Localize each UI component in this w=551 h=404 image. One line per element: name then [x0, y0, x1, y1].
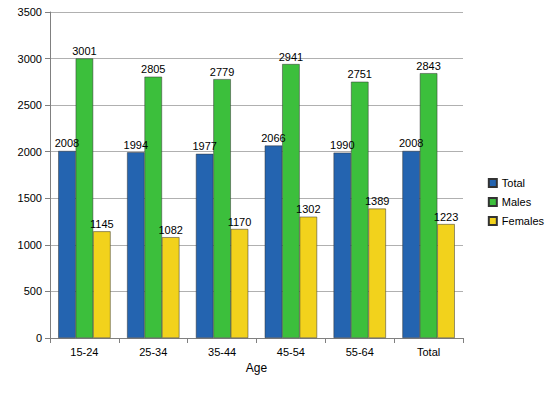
svg-text:3000: 3000 — [18, 53, 42, 65]
svg-text:2008: 2008 — [399, 137, 423, 149]
svg-text:25-34: 25-34 — [139, 346, 167, 358]
svg-text:Males: Males — [502, 196, 532, 208]
svg-text:Total: Total — [417, 346, 440, 358]
svg-text:45-54: 45-54 — [277, 346, 305, 358]
svg-text:3001: 3001 — [72, 45, 96, 57]
svg-text:1977: 1977 — [192, 140, 216, 152]
svg-text:1145: 1145 — [90, 218, 114, 230]
svg-text:2008: 2008 — [55, 137, 79, 149]
svg-text:1170: 1170 — [228, 216, 252, 228]
svg-text:15-24: 15-24 — [70, 346, 98, 358]
svg-text:3500: 3500 — [18, 6, 42, 18]
svg-text:35-44: 35-44 — [208, 346, 236, 358]
svg-text:500: 500 — [24, 285, 42, 297]
svg-text:2941: 2941 — [279, 51, 303, 63]
svg-text:Age: Age — [246, 361, 268, 375]
svg-text:55-64: 55-64 — [346, 346, 374, 358]
svg-text:1000: 1000 — [18, 239, 42, 251]
svg-text:2751: 2751 — [348, 68, 372, 80]
svg-text:1082: 1082 — [158, 224, 182, 236]
svg-text:1223: 1223 — [434, 211, 458, 223]
svg-text:1500: 1500 — [18, 192, 42, 204]
svg-text:2779: 2779 — [210, 66, 234, 78]
svg-text:Total: Total — [502, 177, 525, 189]
svg-text:2000: 2000 — [18, 146, 42, 158]
svg-text:1994: 1994 — [124, 139, 148, 151]
svg-text:2843: 2843 — [416, 60, 440, 72]
svg-text:2066: 2066 — [261, 132, 285, 144]
svg-text:2805: 2805 — [141, 63, 165, 75]
svg-text:Females: Females — [502, 215, 545, 227]
svg-text:2500: 2500 — [18, 99, 42, 111]
svg-text:1302: 1302 — [296, 203, 320, 215]
svg-text:0: 0 — [36, 332, 42, 344]
svg-text:1990: 1990 — [330, 139, 354, 151]
svg-text:1389: 1389 — [365, 195, 389, 207]
